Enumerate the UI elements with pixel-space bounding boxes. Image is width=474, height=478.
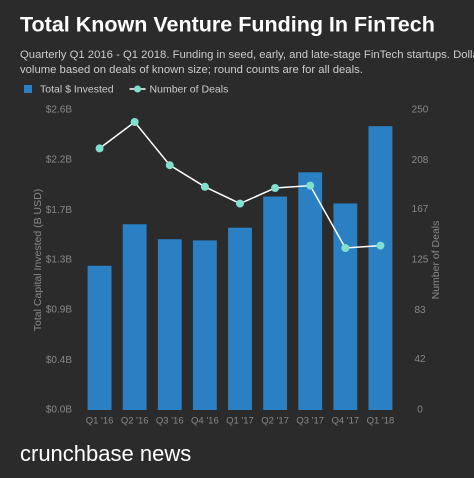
x-tick-label: Q1 '16 <box>86 416 114 427</box>
x-tick-label: Q2 '16 <box>121 416 149 427</box>
marker <box>165 161 174 170</box>
marker <box>306 181 315 190</box>
x-tick-label: Q3 '17 <box>296 416 324 427</box>
legend-label: Number of Deals <box>150 83 229 95</box>
y-tick-label: $1.7B <box>46 205 72 216</box>
x-tick-label: Q4 '16 <box>191 416 219 427</box>
y-tick-label: $0.4B <box>46 355 72 366</box>
y-tick-label: $2.6B <box>46 105 72 116</box>
legend-swatch <box>24 85 32 93</box>
y2-tick-label: 208 <box>412 155 429 166</box>
bar <box>333 203 358 410</box>
y-tick-label: $1.3B <box>46 255 72 266</box>
marker <box>95 144 104 153</box>
x-tick-label: Q3 '16 <box>156 416 184 427</box>
bar <box>192 240 217 410</box>
y-axis-label: Total Capital Invested (B USD) <box>32 189 44 331</box>
footer: crunchbase news <box>20 441 191 466</box>
marker <box>376 241 385 250</box>
legend-swatch <box>134 85 142 93</box>
marker <box>200 182 209 191</box>
y-tick-label: $2.2B <box>46 154 72 165</box>
y2-tick-label: 125 <box>412 255 429 266</box>
bar <box>263 196 288 410</box>
legend-label: Total $ Invested <box>40 83 114 95</box>
bar <box>87 265 112 410</box>
marker <box>236 199 244 208</box>
x-tick-label: Q1 '17 <box>226 416 254 427</box>
y-tick-label: $0.9B <box>46 304 72 315</box>
bar <box>157 239 182 410</box>
marker <box>130 118 139 126</box>
y-tick-label: $0.0B <box>46 405 72 416</box>
x-tick-label: Q4 '17 <box>331 416 359 427</box>
chart-title: Total Known Venture Funding In FinTech <box>20 13 435 37</box>
bar <box>122 224 147 410</box>
y2-tick-label: 0 <box>417 405 423 416</box>
marker <box>341 244 350 252</box>
marker <box>271 184 280 192</box>
x-tick-label: Q1 '18 <box>367 416 395 427</box>
x-tick-label: Q2 '17 <box>261 416 289 427</box>
bar <box>298 172 323 410</box>
y2-axis-label: Number of Deals <box>430 221 442 300</box>
subtitle: Quarterly Q1 2016 - Q1 2018. Funding in … <box>20 49 474 61</box>
bar <box>368 126 393 411</box>
y2-tick-label: 42 <box>414 354 426 365</box>
y2-tick-label: 83 <box>414 305 426 316</box>
subtitle: volume based on deals of known size; rou… <box>20 64 363 76</box>
y2-tick-label: 250 <box>412 105 429 116</box>
bar <box>228 227 252 410</box>
y2-tick-label: 167 <box>412 204 429 215</box>
